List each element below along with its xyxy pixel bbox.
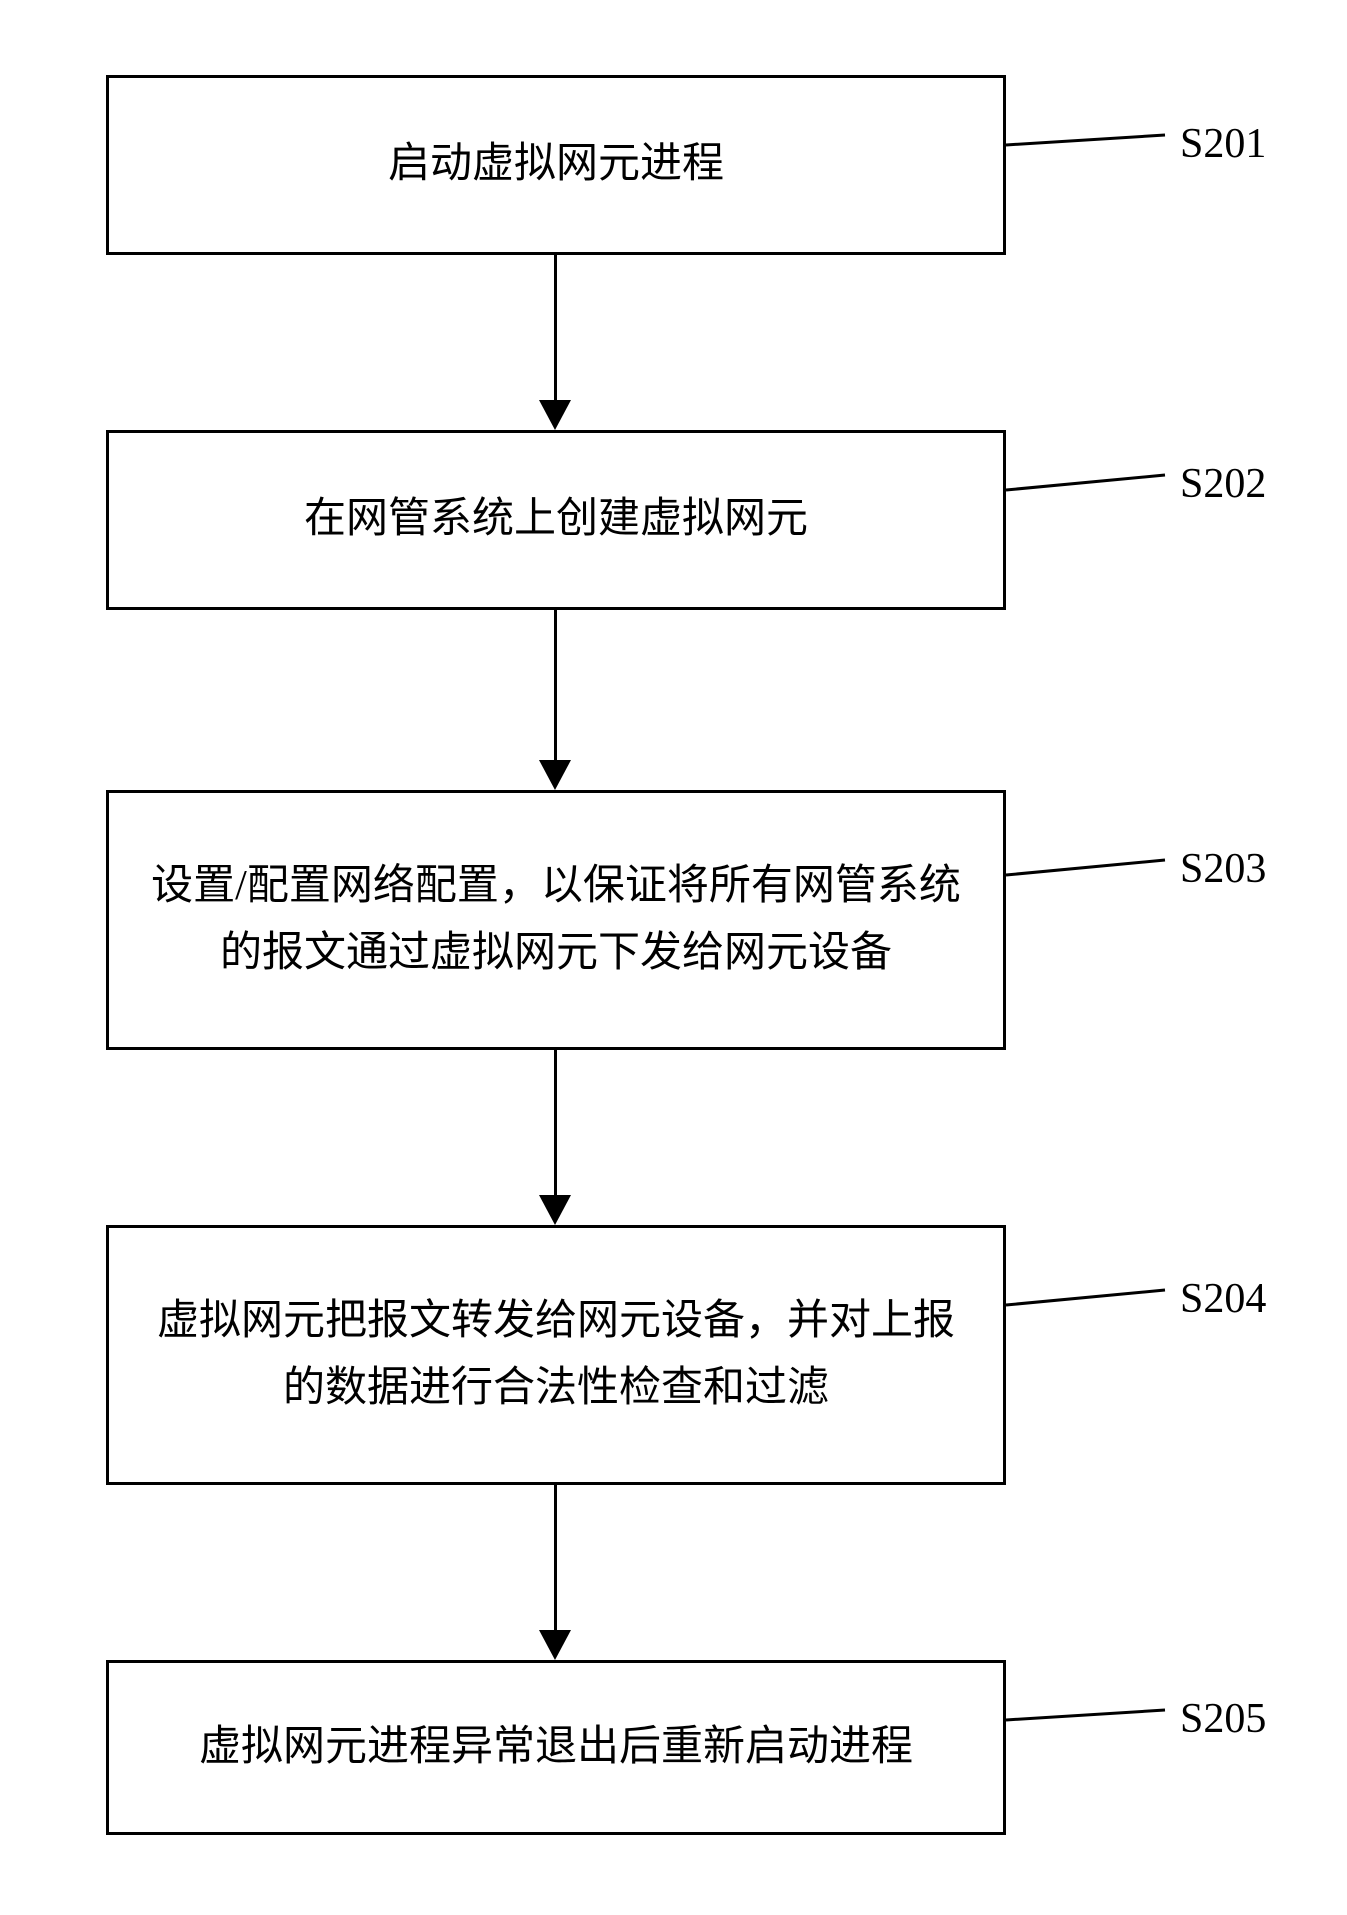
- flowchart-node-s201: 启动虚拟网元进程: [106, 75, 1006, 255]
- flowchart-node-text-s205: 虚拟网元进程异常退出后重新启动进程: [199, 1714, 913, 1781]
- step-label-s203: S203: [1180, 845, 1266, 893]
- arrow-head-s201-s202: [539, 400, 571, 430]
- arrow-line-s204-s205: [554, 1485, 557, 1630]
- flowchart-node-text-s202: 在网管系统上创建虚拟网元: [304, 486, 808, 553]
- step-label-s202: S202: [1180, 460, 1266, 508]
- flowchart-node-s204: 虚拟网元把报文转发给网元设备，并对上报的数据进行合法性检查和过滤: [106, 1225, 1006, 1485]
- arrow-head-s202-s203: [539, 760, 571, 790]
- flowchart-node-text-s203: 设置/配置网络配置，以保证将所有网管系统的报文通过虚拟网元下发给网元设备: [149, 853, 963, 987]
- flowchart-node-s205: 虚拟网元进程异常退出后重新启动进程: [106, 1660, 1006, 1835]
- arrow-line-s202-s203: [554, 610, 557, 760]
- flowchart-node-text-s201: 启动虚拟网元进程: [388, 131, 724, 198]
- arrow-line-s203-s204: [554, 1050, 557, 1195]
- arrow-head-s204-s205: [539, 1630, 571, 1660]
- flowchart-node-s203: 设置/配置网络配置，以保证将所有网管系统的报文通过虚拟网元下发给网元设备: [106, 790, 1006, 1050]
- flowchart-node-s202: 在网管系统上创建虚拟网元: [106, 430, 1006, 610]
- arrow-line-s201-s202: [554, 255, 557, 400]
- step-label-s201: S201: [1180, 120, 1266, 168]
- step-label-s204: S204: [1180, 1275, 1266, 1323]
- arrow-head-s203-s204: [539, 1195, 571, 1225]
- step-label-s205: S205: [1180, 1695, 1266, 1743]
- flowchart-canvas: 启动虚拟网元进程 S201 在网管系统上创建虚拟网元 S202 设置/配置网络配置，以保…: [0, 0, 1347, 1915]
- flowchart-node-text-s204: 虚拟网元把报文转发给网元设备，并对上报的数据进行合法性检查和过滤: [149, 1288, 963, 1422]
